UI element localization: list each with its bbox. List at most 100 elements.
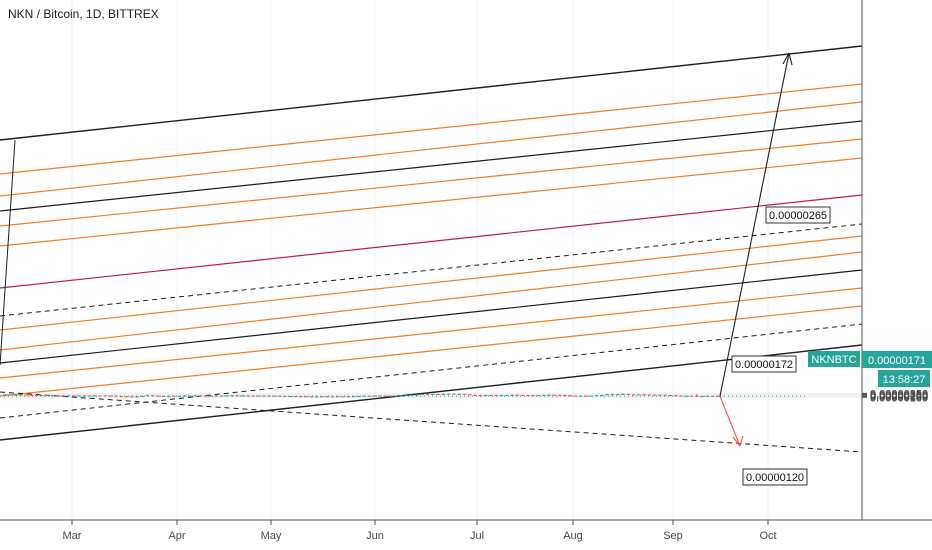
candle xyxy=(578,395,583,397)
projection-arrows xyxy=(719,52,793,447)
target-up-arrowhead xyxy=(782,52,793,66)
candle-body xyxy=(357,396,361,398)
x-tick-label: Oct xyxy=(759,530,776,542)
x-tick-label: Aug xyxy=(563,530,583,542)
candle xyxy=(367,395,372,397)
candle xyxy=(700,395,704,397)
candle-body xyxy=(330,396,335,398)
candle xyxy=(378,395,382,397)
candle-body xyxy=(156,395,160,397)
candle xyxy=(314,396,319,398)
candle-body xyxy=(415,394,419,396)
candle-body xyxy=(452,393,456,395)
candle-body xyxy=(182,395,187,397)
candle-body xyxy=(642,394,646,396)
candle xyxy=(87,395,92,397)
symbol-badge-label: NKNBTC xyxy=(811,354,856,366)
candle xyxy=(436,393,440,396)
candle-body xyxy=(304,396,308,398)
candle xyxy=(40,394,44,397)
candle-body xyxy=(541,394,546,396)
candle xyxy=(499,394,504,397)
candle-body xyxy=(8,394,13,396)
candle-body xyxy=(594,395,599,397)
candle-body xyxy=(409,394,414,396)
candle-body xyxy=(261,395,266,397)
price-annotations: 0.00000265 0.00000172 0.00000120 xyxy=(731,206,831,486)
candle-body xyxy=(188,395,192,397)
annotation-label: 0.00000120 xyxy=(746,472,804,484)
candle xyxy=(415,394,419,396)
candle-body xyxy=(56,395,60,397)
candle xyxy=(198,395,203,397)
candle-body xyxy=(256,395,261,397)
candle-body xyxy=(399,395,403,397)
candle-body xyxy=(119,396,123,398)
candle xyxy=(203,395,208,397)
candle xyxy=(494,394,498,397)
candle-body xyxy=(45,395,50,397)
countdown-value: 13:58:27 xyxy=(883,374,926,386)
candle-body xyxy=(499,395,504,397)
candle xyxy=(483,394,488,396)
candle-body xyxy=(578,395,583,397)
candle-body xyxy=(526,394,530,396)
candle xyxy=(716,395,720,397)
candle xyxy=(261,395,266,397)
candle xyxy=(647,394,652,396)
candle xyxy=(563,394,567,396)
candle xyxy=(631,394,636,396)
candle-body xyxy=(98,395,102,397)
candle xyxy=(573,395,578,397)
candle xyxy=(283,395,287,397)
candle xyxy=(357,395,361,398)
candle-body xyxy=(87,395,92,397)
candle-body xyxy=(3,394,7,396)
candle xyxy=(510,394,514,396)
last-price-value: 0.00000171 xyxy=(868,355,926,367)
candle xyxy=(272,395,277,397)
candle-body xyxy=(172,395,176,397)
candle xyxy=(61,395,65,397)
candle xyxy=(325,396,329,398)
y-tick-label: 0.00000200 xyxy=(870,391,928,403)
candle xyxy=(135,396,139,398)
candle xyxy=(50,395,55,397)
candle xyxy=(642,394,646,396)
candle-body xyxy=(246,395,250,397)
candle-body xyxy=(658,394,662,396)
candle-body xyxy=(705,395,710,397)
candle xyxy=(420,393,425,395)
candle xyxy=(251,395,256,397)
candle-body xyxy=(103,395,108,397)
candle xyxy=(388,395,393,397)
candle xyxy=(230,395,234,397)
candle-body xyxy=(531,395,535,397)
candle xyxy=(34,394,39,396)
candle-body xyxy=(140,395,145,397)
x-tick-label: Jun xyxy=(366,530,384,542)
candle xyxy=(246,395,250,397)
candle xyxy=(145,394,150,397)
candle xyxy=(98,395,102,397)
candle xyxy=(457,393,462,395)
candle-body xyxy=(362,395,366,397)
fib-line xyxy=(0,83,863,175)
candle-body xyxy=(663,394,667,396)
candle xyxy=(473,394,477,396)
channel-dashed-line xyxy=(0,223,863,317)
candle-body xyxy=(351,396,356,398)
candle-body xyxy=(219,395,224,397)
candle xyxy=(151,395,155,397)
candle xyxy=(82,395,87,397)
candle xyxy=(621,393,625,395)
candle-body xyxy=(114,395,118,397)
candle-body xyxy=(77,395,81,397)
candle-body xyxy=(203,395,208,397)
candle xyxy=(66,395,71,397)
channel-bottom-line xyxy=(0,344,863,441)
candle xyxy=(335,396,340,398)
candle-body xyxy=(568,395,572,397)
candle-body xyxy=(325,396,329,398)
chart-title: NKN / Bitcoin, 1D, BITTREX xyxy=(8,7,159,21)
